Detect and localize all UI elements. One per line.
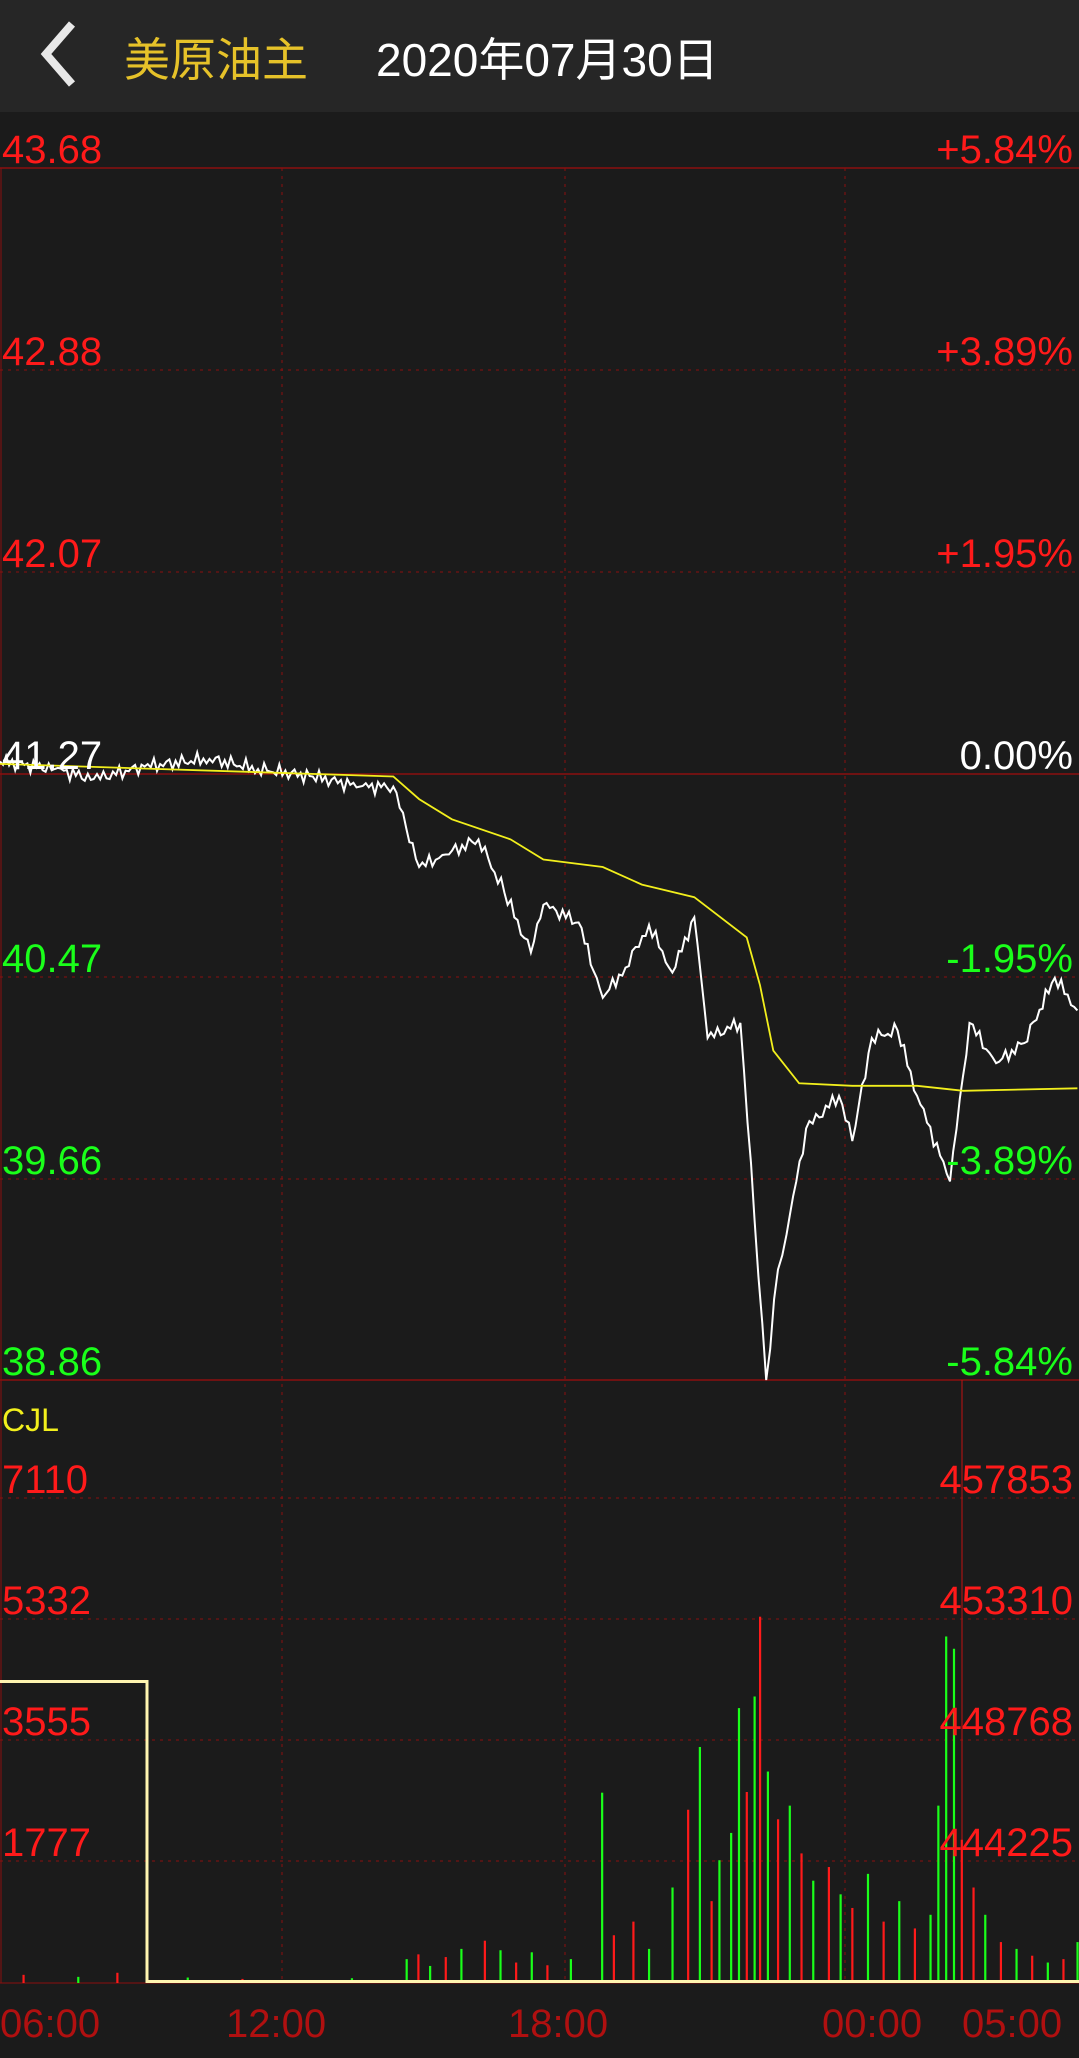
- volume-bar: [687, 1809, 690, 1983]
- volume-indicator-label: CJL: [2, 1402, 59, 1438]
- volume-bar: [737, 1708, 741, 1983]
- volume-bar: [866, 1873, 870, 1983]
- volume-bar: [937, 1805, 940, 1983]
- volume-bar: [960, 1839, 963, 1983]
- volume-bar: [882, 1921, 885, 1983]
- volume-bar: [999, 1942, 1003, 1983]
- volume-bar: [460, 1948, 463, 1983]
- volume-bar: [839, 1894, 842, 1983]
- volume-bar: [1076, 1942, 1079, 1983]
- price-axis-label: 41.27: [2, 734, 103, 778]
- volume-bar: [1046, 1962, 1049, 1983]
- percent-axis-label: +5.84%: [936, 128, 1073, 172]
- volume-bar: [612, 1935, 615, 1983]
- time-axis-label: 05:00: [962, 2002, 1063, 2046]
- volume-bar: [945, 1636, 948, 1983]
- time-axis-label: 00:00: [822, 2002, 923, 2046]
- instrument-title: 美原油主: [124, 34, 308, 86]
- price-axis-label: 42.07: [2, 532, 103, 576]
- volume-bar: [776, 1819, 780, 1983]
- time-axis-label: 18:00: [508, 2002, 609, 2046]
- volume-bar: [758, 1616, 762, 1983]
- volume-bar: [405, 1959, 408, 1983]
- volume-bar: [730, 1832, 733, 1983]
- volume-bar: [483, 1940, 486, 1983]
- volume-bar: [429, 1965, 432, 1983]
- volume-bar: [812, 1880, 815, 1983]
- volume-bar: [417, 1954, 420, 1983]
- volume-bar: [499, 1950, 502, 1983]
- volume-bar: [898, 1901, 901, 1983]
- volume-bar: [827, 1867, 830, 1983]
- volume-bar: [22, 1974, 25, 1983]
- volume-bar: [952, 1648, 956, 1983]
- header-bar: 美原油主 2020年07月30日: [0, 0, 1079, 112]
- time-axis-label: 06:00: [0, 2002, 101, 2046]
- volume-bar: [1062, 1959, 1065, 1983]
- volume-bar: [710, 1901, 713, 1983]
- volume-bar: [745, 1792, 748, 1983]
- volume-bar: [984, 1914, 987, 1983]
- open-interest-axis-label: 453310: [939, 1579, 1073, 1623]
- price-axis-label: 39.66: [2, 1139, 103, 1183]
- volume-bar: [601, 1792, 604, 1983]
- volume-bar: [718, 1860, 721, 1983]
- volume-bar: [929, 1914, 932, 1983]
- open-interest-axis-label: 448768: [939, 1700, 1073, 1744]
- open-interest-axis-label: 457853: [939, 1458, 1073, 1502]
- volume-bar: [116, 1972, 119, 1983]
- volume-bar: [788, 1805, 791, 1983]
- price-axis-label: 43.68: [2, 128, 103, 172]
- volume-axis-label: 7110: [2, 1458, 89, 1502]
- time-axis-label: 12:00: [226, 2002, 327, 2046]
- volume-bar: [766, 1771, 770, 1983]
- volume-bar: [444, 1957, 447, 1983]
- volume-bar: [632, 1921, 635, 1983]
- volume-bar: [800, 1853, 803, 1983]
- volume-bar: [698, 1746, 701, 1983]
- open-interest-axis-label: 444225: [939, 1821, 1073, 1865]
- back-button[interactable]: [36, 18, 86, 88]
- volume-bar: [1015, 1948, 1018, 1983]
- percent-axis-label: -3.89%: [946, 1139, 1073, 1183]
- volume-bar: [569, 1959, 572, 1983]
- chart-date: 2020年07月30日: [376, 34, 719, 86]
- percent-axis-label: +1.95%: [936, 532, 1073, 576]
- volume-bar: [530, 1952, 533, 1983]
- price-axis-label: 38.86: [2, 1340, 103, 1384]
- open-interest-line: [0, 1679, 1079, 1984]
- volume-bar: [515, 1962, 518, 1983]
- volume-bar: [913, 1928, 917, 1983]
- percent-axis-label: -1.95%: [946, 937, 1073, 981]
- price-line: [0, 748, 1079, 1381]
- volume-bar: [851, 1907, 854, 1983]
- volume-bar: [753, 1696, 756, 1983]
- percent-axis-label: -5.84%: [946, 1340, 1073, 1384]
- volume-axis-label: 3555: [2, 1700, 91, 1744]
- price-axis-label: 40.47: [2, 937, 103, 981]
- volume-axis-label: 5332: [2, 1579, 91, 1623]
- volume-bar: [671, 1887, 674, 1983]
- price-axis-label: 42.88: [2, 330, 103, 374]
- volume-axis-label: 1777: [2, 1821, 91, 1865]
- volume-bar: [1031, 1955, 1034, 1983]
- volume-bar: [546, 1965, 549, 1983]
- chevron-left-icon: [40, 21, 76, 87]
- volume-bar: [972, 1887, 975, 1983]
- volume-bar: [77, 1976, 80, 1983]
- percent-axis-label: +3.89%: [936, 330, 1073, 374]
- average-price-line: [0, 763, 1078, 1092]
- percent-axis-label: 0.00%: [959, 734, 1073, 778]
- volume-bar: [647, 1948, 651, 1983]
